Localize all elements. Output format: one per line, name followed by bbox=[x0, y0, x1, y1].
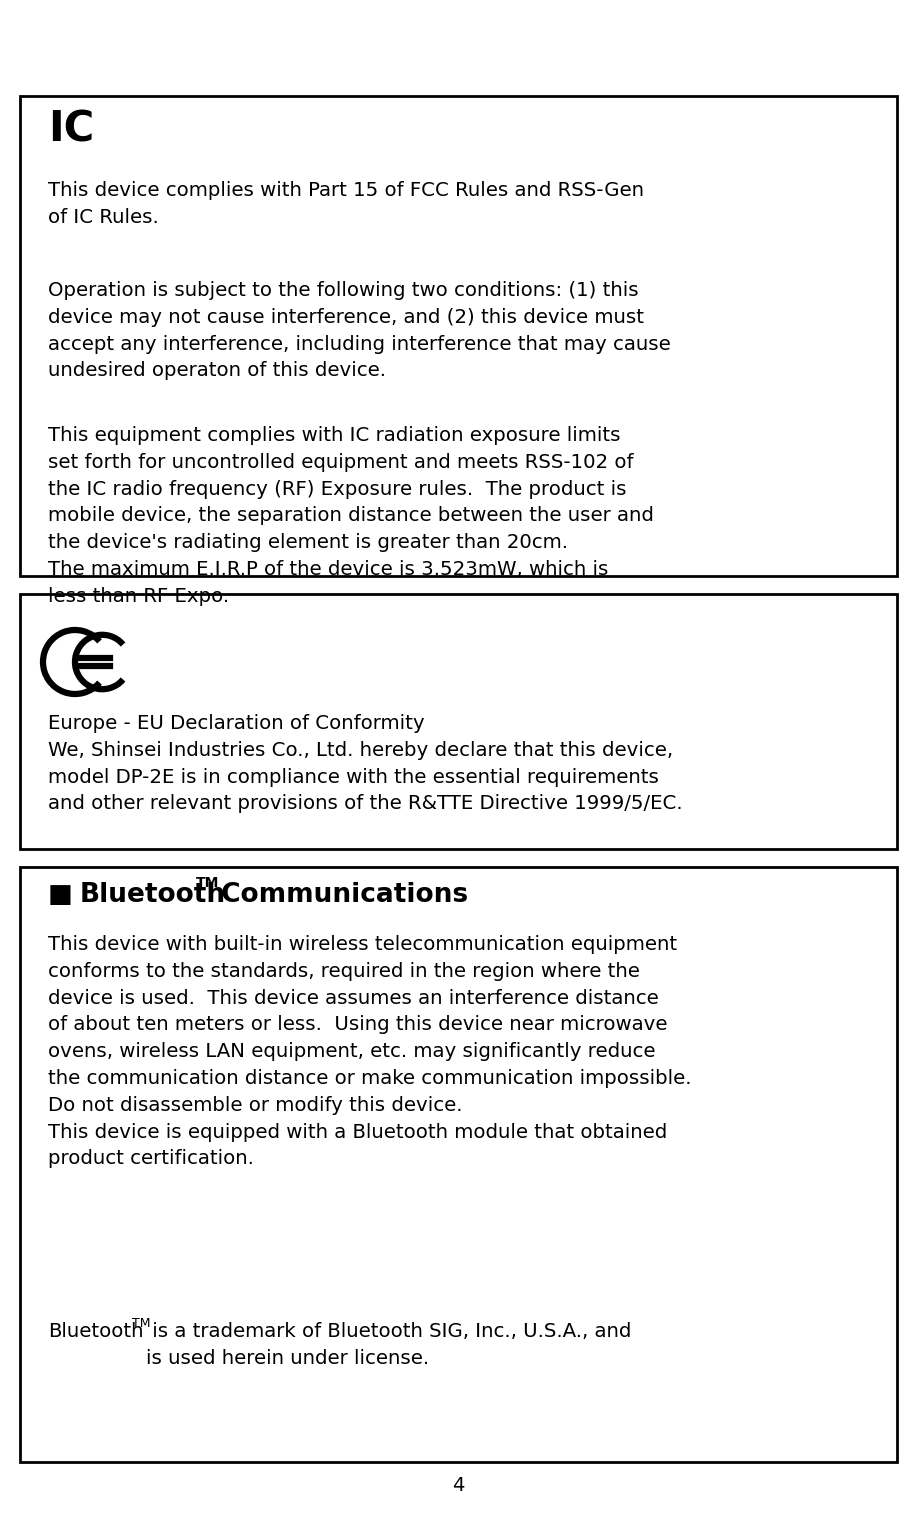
Text: TM: TM bbox=[132, 1317, 150, 1330]
Text: Europe - EU Declaration of Conformity
We, Shinsei Industries Co., Ltd. hereby de: Europe - EU Declaration of Conformity We… bbox=[48, 715, 682, 813]
Text: Operation is subject to the following two conditions: (1) this
device may not ca: Operation is subject to the following tw… bbox=[48, 281, 670, 381]
Text: Bluetooth: Bluetooth bbox=[80, 881, 226, 909]
Text: Communications: Communications bbox=[212, 881, 468, 909]
FancyBboxPatch shape bbox=[20, 96, 897, 576]
Text: 4: 4 bbox=[452, 1476, 465, 1494]
FancyBboxPatch shape bbox=[20, 868, 897, 1462]
Text: Bluetooth: Bluetooth bbox=[48, 1321, 143, 1341]
Text: ■: ■ bbox=[48, 881, 72, 909]
Text: This device with built-in wireless telecommunication equipment
conforms to the s: This device with built-in wireless telec… bbox=[48, 934, 691, 1168]
Text: is a trademark of Bluetooth SIG, Inc., U.S.A., and
is used herein under license.: is a trademark of Bluetooth SIG, Inc., U… bbox=[146, 1321, 632, 1368]
Text: TM: TM bbox=[196, 875, 219, 890]
Text: This device complies with Part 15 of FCC Rules and RSS-Gen
of IC Rules.: This device complies with Part 15 of FCC… bbox=[48, 181, 644, 228]
Text: This equipment complies with IC radiation exposure limits
set forth for uncontro: This equipment complies with IC radiatio… bbox=[48, 426, 654, 605]
FancyBboxPatch shape bbox=[20, 595, 897, 850]
Text: IC: IC bbox=[48, 108, 94, 150]
